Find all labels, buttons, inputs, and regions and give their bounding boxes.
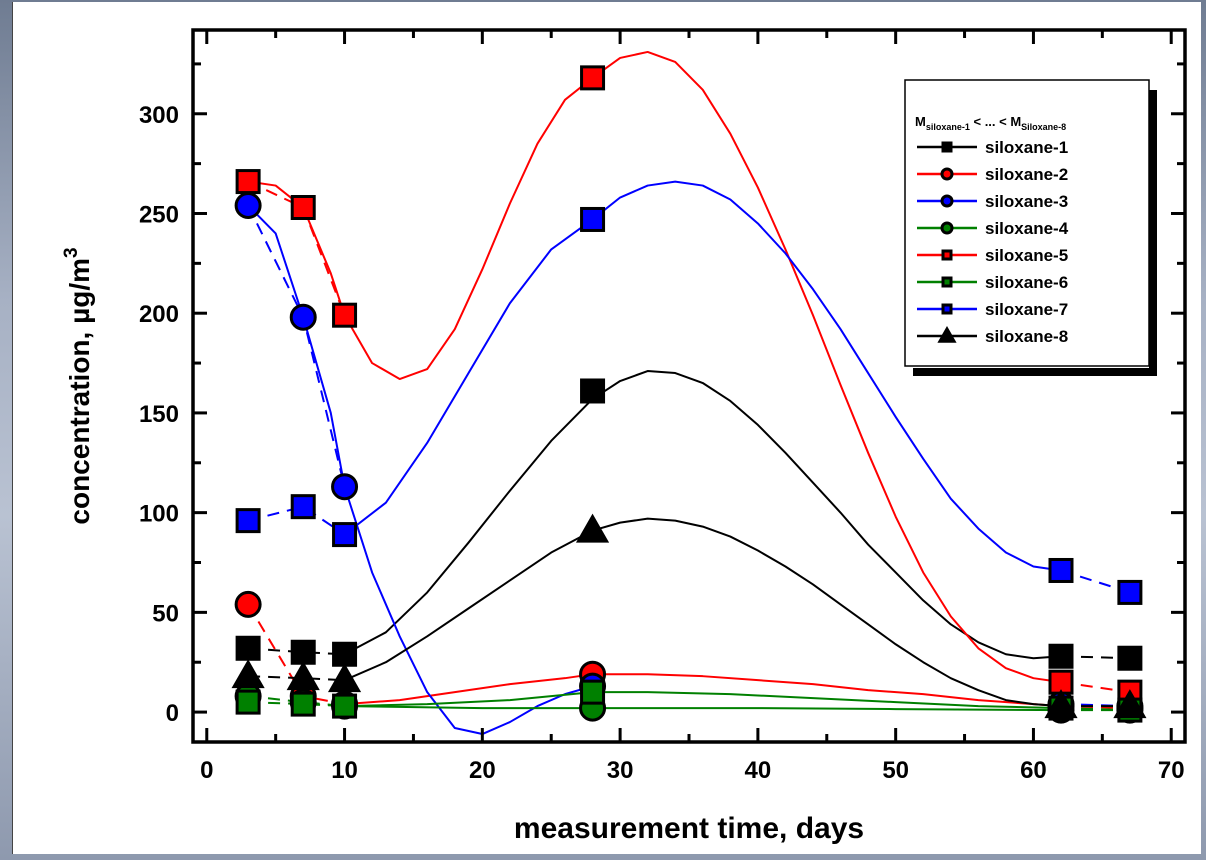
legend-title-sub2: Siloxane-8 bbox=[1021, 122, 1066, 132]
data-point-siloxane-8 bbox=[327, 663, 362, 693]
legend-title-m1: M bbox=[915, 114, 926, 129]
y-tick-label: 250 bbox=[139, 201, 179, 228]
legend-label-siloxane-8: siloxane-8 bbox=[985, 327, 1068, 346]
data-point-siloxane-2 bbox=[234, 590, 262, 618]
legend-label-siloxane-4: siloxane-4 bbox=[985, 219, 1069, 238]
series-dash-siloxane-1 bbox=[248, 647, 345, 656]
y-tick-label: 0 bbox=[166, 700, 179, 727]
series-markers bbox=[231, 65, 1147, 724]
legend-label-siloxane-7: siloxane-7 bbox=[985, 300, 1068, 319]
data-point-siloxane-8 bbox=[286, 661, 320, 691]
series-dash-siloxane-3 bbox=[247, 205, 346, 487]
x-tick-label: 40 bbox=[745, 757, 772, 784]
x-tick-label: 20 bbox=[469, 757, 496, 784]
series-curve-siloxane-4 bbox=[344, 705, 1062, 712]
data-point-siloxane-8 bbox=[231, 659, 265, 689]
legend-title-mid: < ... < M bbox=[970, 114, 1021, 129]
y-tick-label: 300 bbox=[139, 102, 179, 129]
series-curves bbox=[247, 50, 1131, 736]
legend-shadow-right bbox=[1149, 90, 1157, 368]
data-point-siloxane-6 bbox=[235, 689, 261, 715]
legend-shadow-bottom bbox=[913, 368, 1157, 376]
y-tick-label: 200 bbox=[139, 301, 179, 328]
data-point-siloxane-6 bbox=[332, 693, 358, 719]
x-tick-label: 70 bbox=[1158, 757, 1185, 784]
y-tick-label: 50 bbox=[152, 600, 179, 627]
data-point-siloxane-7 bbox=[290, 494, 316, 520]
series-dash-siloxane-8 bbox=[248, 675, 345, 682]
data-point-siloxane-3 bbox=[331, 473, 359, 501]
legend-label-siloxane-2: siloxane-2 bbox=[985, 165, 1068, 184]
data-point-siloxane-1 bbox=[1117, 645, 1143, 671]
legend-marker-siloxane-4 bbox=[940, 221, 954, 235]
legend-label-siloxane-3: siloxane-3 bbox=[985, 192, 1068, 211]
data-point-siloxane-1 bbox=[290, 639, 316, 665]
y-tick-label: 100 bbox=[139, 501, 179, 528]
data-point-siloxane-6 bbox=[580, 679, 606, 705]
legend-marker-siloxane-7 bbox=[941, 303, 953, 315]
legend-marker-siloxane-5 bbox=[941, 249, 953, 261]
data-point-siloxane-7 bbox=[235, 508, 261, 534]
x-axis-label: measurement time, days bbox=[514, 812, 864, 845]
series-curve-siloxane-5 bbox=[247, 50, 1062, 684]
legend-marker-siloxane-6 bbox=[941, 276, 953, 288]
legend-marker-siloxane-2 bbox=[940, 167, 954, 181]
series-dash-siloxane-7 bbox=[247, 505, 346, 536]
series-curve-siloxane-2 bbox=[344, 673, 1062, 708]
legend-title-sub1: siloxane-1 bbox=[926, 122, 970, 132]
legend-marker-siloxane-8 bbox=[937, 325, 957, 343]
data-point-siloxane-8 bbox=[1044, 689, 1078, 719]
y-axis-label-main: concentration, µg/m bbox=[64, 258, 95, 525]
data-point-siloxane-1 bbox=[580, 378, 606, 404]
data-point-siloxane-1 bbox=[332, 641, 358, 667]
data-point-siloxane-1 bbox=[235, 635, 261, 661]
data-point-siloxane-6 bbox=[290, 691, 316, 717]
x-tick-label: 0 bbox=[200, 757, 213, 784]
chart-svg: 0 10 20 30 40 50 60 70 0 50 100 150 200 250 300 measur… bbox=[61, 28, 1187, 845]
series-curve-siloxane-7 bbox=[343, 180, 1062, 572]
series-curve-siloxane-8 bbox=[344, 517, 1062, 708]
y-axis-label: concentration, µg/m3 bbox=[61, 247, 95, 524]
data-point-siloxane-7 bbox=[1117, 579, 1143, 605]
chart-canvas: 0 10 20 30 40 50 60 70 0 50 100 150 200 250 300 measur… bbox=[12, 2, 1201, 854]
y-axis-label-superscript: 3 bbox=[61, 247, 82, 258]
x-tick-label: 10 bbox=[331, 757, 358, 784]
legend: Msiloxane-1 < ... < MSiloxane-8 siloxane… bbox=[904, 79, 1157, 376]
data-point-siloxane-3 bbox=[234, 192, 262, 220]
x-tick-label: 50 bbox=[882, 757, 909, 784]
series-dash-siloxane-6 bbox=[248, 701, 345, 708]
x-tick-label: 30 bbox=[607, 757, 634, 784]
data-point-siloxane-5 bbox=[332, 302, 358, 328]
data-point-siloxane-7 bbox=[332, 522, 358, 548]
legend-label-siloxane-5: siloxane-5 bbox=[985, 246, 1068, 265]
legend-title: Msiloxane-1 < ... < MSiloxane-8 bbox=[915, 114, 1066, 132]
data-point-siloxane-3 bbox=[289, 303, 317, 331]
data-point-siloxane-1 bbox=[1048, 643, 1074, 669]
series-curve-siloxane-6 bbox=[344, 691, 1062, 710]
y-tick-label: 150 bbox=[139, 401, 179, 428]
data-point-siloxane-5 bbox=[580, 65, 606, 91]
data-point-siloxane-8 bbox=[575, 513, 610, 543]
legend-items: siloxane-1 siloxane-2 siloxane-3 siloxane-4… bbox=[917, 138, 1069, 346]
x-tick-label: 60 bbox=[1020, 757, 1047, 784]
legend-marker-siloxane-1 bbox=[941, 141, 953, 153]
data-point-siloxane-5 bbox=[235, 169, 261, 195]
axes: 0 10 20 30 40 50 60 70 0 50 100 150 200 250 300 bbox=[139, 30, 1185, 784]
series-curve-siloxane-1 bbox=[344, 370, 1062, 660]
data-point-siloxane-8 bbox=[1113, 689, 1147, 719]
legend-label-siloxane-6: siloxane-6 bbox=[985, 273, 1068, 292]
data-point-siloxane-5 bbox=[290, 195, 316, 221]
data-point-siloxane-7 bbox=[580, 206, 606, 232]
legend-label-siloxane-1: siloxane-1 bbox=[985, 138, 1068, 157]
legend-marker-siloxane-3 bbox=[940, 194, 954, 208]
data-point-siloxane-7 bbox=[1048, 557, 1074, 583]
